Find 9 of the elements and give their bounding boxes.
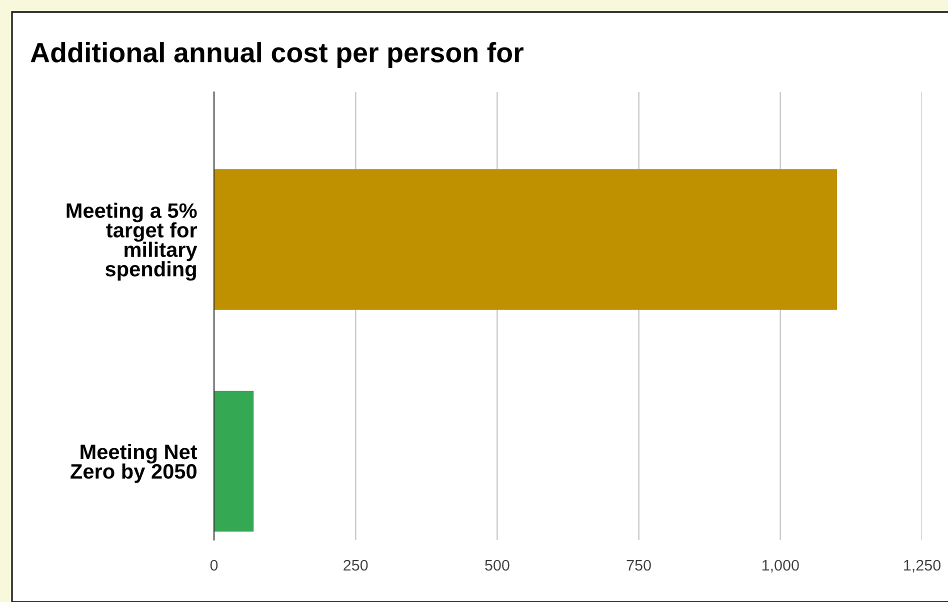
x-tick-label: 500 (485, 560, 510, 571)
x-tick-label: 1,000 (762, 560, 799, 572)
x-tick-label: 250 (344, 560, 368, 571)
y-tick-label: Meeting Net Zero by 2050 (70, 444, 198, 483)
y-tick-label: Meeting a 5% target for military spending (66, 202, 198, 281)
x-tick-label: 1,250 (904, 560, 941, 572)
chart-title: Additional annual cost per person for (30, 42, 524, 68)
x-tick-label: 750 (626, 560, 651, 571)
x-tick-label: 0 (210, 560, 218, 571)
